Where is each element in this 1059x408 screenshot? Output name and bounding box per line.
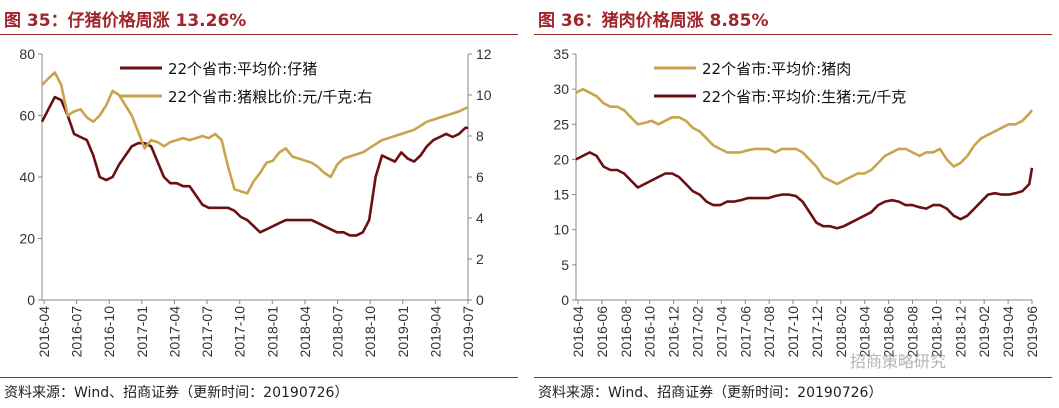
series-line-1: [41, 71, 469, 195]
y-tick-label: 0: [27, 292, 35, 308]
x-tick-label: 2017-01: [134, 306, 150, 358]
x-tick-label: 2016-06: [594, 306, 610, 358]
x-tick-label: 2017-04: [166, 306, 182, 358]
x-tick-label: 2018-01: [264, 306, 280, 358]
y-tick-label: 35: [553, 46, 569, 62]
x-tick-label: 2017-08: [761, 306, 777, 358]
chart-title-right: 图 36：猪肉价格周涨 8.85%: [538, 11, 769, 31]
series-line-1: [575, 151, 1034, 230]
chart-panel-right: 图 36：猪肉价格周涨 8.85% 0 5 10 15 20 25 30 35 2016-04 2…: [534, 0, 1059, 408]
x-tick-label: 2019-01: [395, 306, 411, 358]
x-tick-label: 2016-04: [36, 306, 52, 358]
y-right-tick-label: 2: [476, 251, 484, 267]
series-line-0: [40, 95, 468, 237]
watermark-text: 招商策略研究: [850, 352, 947, 371]
x-tick-label: 2018-07: [330, 306, 346, 358]
y-right-tick-label: 12: [476, 46, 492, 62]
y-tick-label: 10: [553, 222, 569, 238]
x-tick-label: 2017-10: [785, 306, 801, 358]
x-tick-label: 2016-08: [618, 306, 634, 358]
y-right-tick-label: 8: [476, 128, 484, 144]
x-tick-label: 2017-02: [689, 306, 705, 358]
source-rule-left: [0, 377, 518, 378]
y-tick-label: 80: [19, 46, 35, 62]
x-tick-label: 2017-10: [232, 306, 248, 358]
y-right-tick-label: 10: [476, 87, 492, 103]
x-tick-label: 2019-04: [1000, 306, 1016, 358]
legend-label-0: 22个省市:平均价:仔猪: [168, 60, 317, 78]
y-tick-label: 15: [553, 187, 569, 203]
legend-label-1: 22个省市:猪粮比价:元/千克:右: [168, 88, 372, 106]
series-line-0: [575, 87, 1034, 186]
x-tick-label: 2016-10: [101, 306, 117, 358]
x-tick-label: 2018-04: [857, 306, 873, 358]
y-tick-label: 20: [19, 231, 35, 247]
y-tick-label: 20: [553, 151, 569, 167]
x-tick-label: 2016-04: [570, 306, 586, 358]
x-tick-label: 2016-10: [642, 306, 658, 358]
y-tick-label: 40: [19, 169, 35, 185]
x-tick-label: 2016-12: [666, 306, 682, 358]
y-right-tick-label: 4: [476, 210, 484, 226]
y-tick-label: 0: [561, 292, 569, 308]
x-tick-label: 2018-04: [297, 306, 313, 358]
x-tick-label: 2018-02: [833, 306, 849, 358]
x-tick-label: 2018-10: [362, 306, 378, 358]
x-tick-label: 2016-07: [69, 306, 85, 358]
title-rule-right: [534, 34, 1052, 35]
source-rule-right: [534, 377, 1052, 378]
source-note-right: 资料来源：Wind、招商证券（更新时间：20190726）: [538, 385, 883, 401]
x-tick-label: 2017-07: [199, 306, 215, 358]
chart-svg-right: 0 5 10 15 20 25 30 35 2016-04 2016-06 2016-08 2016-…: [553, 46, 1040, 358]
y-right-tick-label: 0: [476, 292, 484, 308]
x-tick-label: 2018-12: [952, 306, 968, 358]
x-tick-label: 2018-06: [881, 306, 897, 358]
x-tick-label: 2017-04: [713, 306, 729, 358]
x-tick-label: 2019-07: [460, 306, 476, 358]
x-tick-label: 2017-12: [809, 306, 825, 358]
x-tick-label: 2018-08: [905, 306, 921, 358]
title-rule-left: [0, 34, 518, 35]
y-right-tick-label: 6: [476, 169, 484, 185]
x-tick-label: 2018-10: [928, 306, 944, 358]
y-tick-label: 5: [561, 257, 569, 273]
x-tick-label: 2019-02: [976, 306, 992, 358]
chart-svg-left: 0 20 40 60 80 0 2 4 6 8 10 12 2016-04 2016-07 2016-10 2…: [19, 46, 492, 358]
y-tick-label: 60: [19, 108, 35, 124]
x-tick-label: 2019-06: [1024, 306, 1040, 358]
x-tick-label: 2017-06: [737, 306, 753, 358]
chart-title-left: 图 35：仔猪价格周涨 13.26%: [4, 11, 247, 31]
legend-label-1: 22个省市:平均价:生猪:元/千克: [702, 88, 906, 106]
x-tick-label: 2019-04: [427, 306, 443, 358]
y-tick-label: 25: [553, 116, 569, 132]
chart-panel-left: 图 35：仔猪价格周涨 13.26% 0 20 40 60 80 0 2 4 6 8 10 12 201…: [0, 0, 525, 408]
y-tick-label: 30: [553, 81, 569, 97]
legend-label-0: 22个省市:平均价:猪肉: [702, 60, 851, 78]
source-note-left: 资料来源：Wind、招商证券（更新时间：20190726）: [4, 385, 349, 401]
